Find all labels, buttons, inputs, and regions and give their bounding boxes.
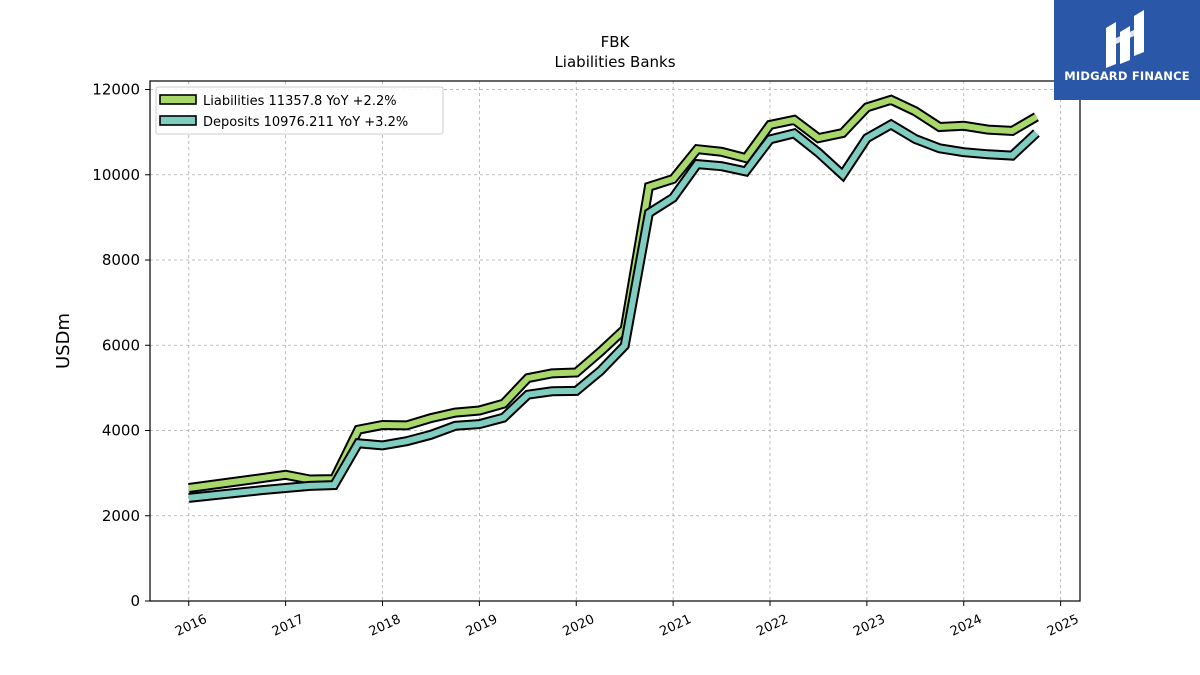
x-tick-label: 2025 [1045, 612, 1081, 640]
y-axis-ticks: 0 2000 4000 6000 8000 10000 12000 [92, 81, 150, 610]
y-tick-label: 8000 [102, 251, 140, 269]
y-tick-label: 4000 [102, 422, 140, 440]
x-tick-label: 2021 [657, 612, 693, 640]
x-tick-label: 2023 [851, 612, 887, 640]
series-outline-deposits [188, 118, 1040, 503]
y-tick-label: 6000 [102, 336, 140, 354]
x-tick-label: 2017 [270, 612, 306, 640]
y-tick-label: 2000 [102, 507, 140, 525]
chart-subtitle: Liabilities Banks [554, 53, 675, 71]
brand-logo: MIDGARD FINANCE [1054, 0, 1200, 100]
brand-name: MIDGARD FINANCE [1064, 69, 1190, 83]
y-tick-label: 12000 [92, 81, 140, 99]
legend-swatch-liabilities [159, 94, 197, 105]
series-line-liabilities [188, 96, 1038, 491]
x-tick-label: 2020 [561, 612, 597, 640]
x-tick-label: 2024 [948, 612, 984, 640]
x-tick-label: 2022 [754, 612, 790, 640]
series-line-deposits [188, 121, 1039, 501]
x-tick-label: 2016 [173, 612, 209, 640]
y-axis-label: USDm [53, 313, 74, 369]
series-outline-liabilities [188, 94, 1039, 493]
legend: Liabilities 11357.8 YoY +2.2% Deposits 1… [155, 86, 444, 135]
y-tick-label: 10000 [92, 166, 140, 184]
plot-frame [149, 80, 1081, 602]
x-tick-label: 2019 [464, 612, 500, 640]
legend-label-deposits: Deposits 10976.211 YoY +3.2% [203, 115, 408, 130]
legend-swatch-deposits [159, 115, 197, 126]
x-axis-ticks: 2016 2017 2018 2019 2020 2021 2022 2023 2024 2025 [173, 601, 1081, 640]
legend-box [155, 86, 444, 135]
chart-title: FBK [601, 33, 631, 51]
series-lines [188, 94, 1040, 503]
y-tick-label: 0 [130, 592, 140, 610]
legend-label-liabilities: Liabilities 11357.8 YoY +2.2% [203, 94, 397, 109]
x-tick-label: 2018 [367, 612, 403, 640]
midgard-logo-icon [1106, 10, 1144, 68]
